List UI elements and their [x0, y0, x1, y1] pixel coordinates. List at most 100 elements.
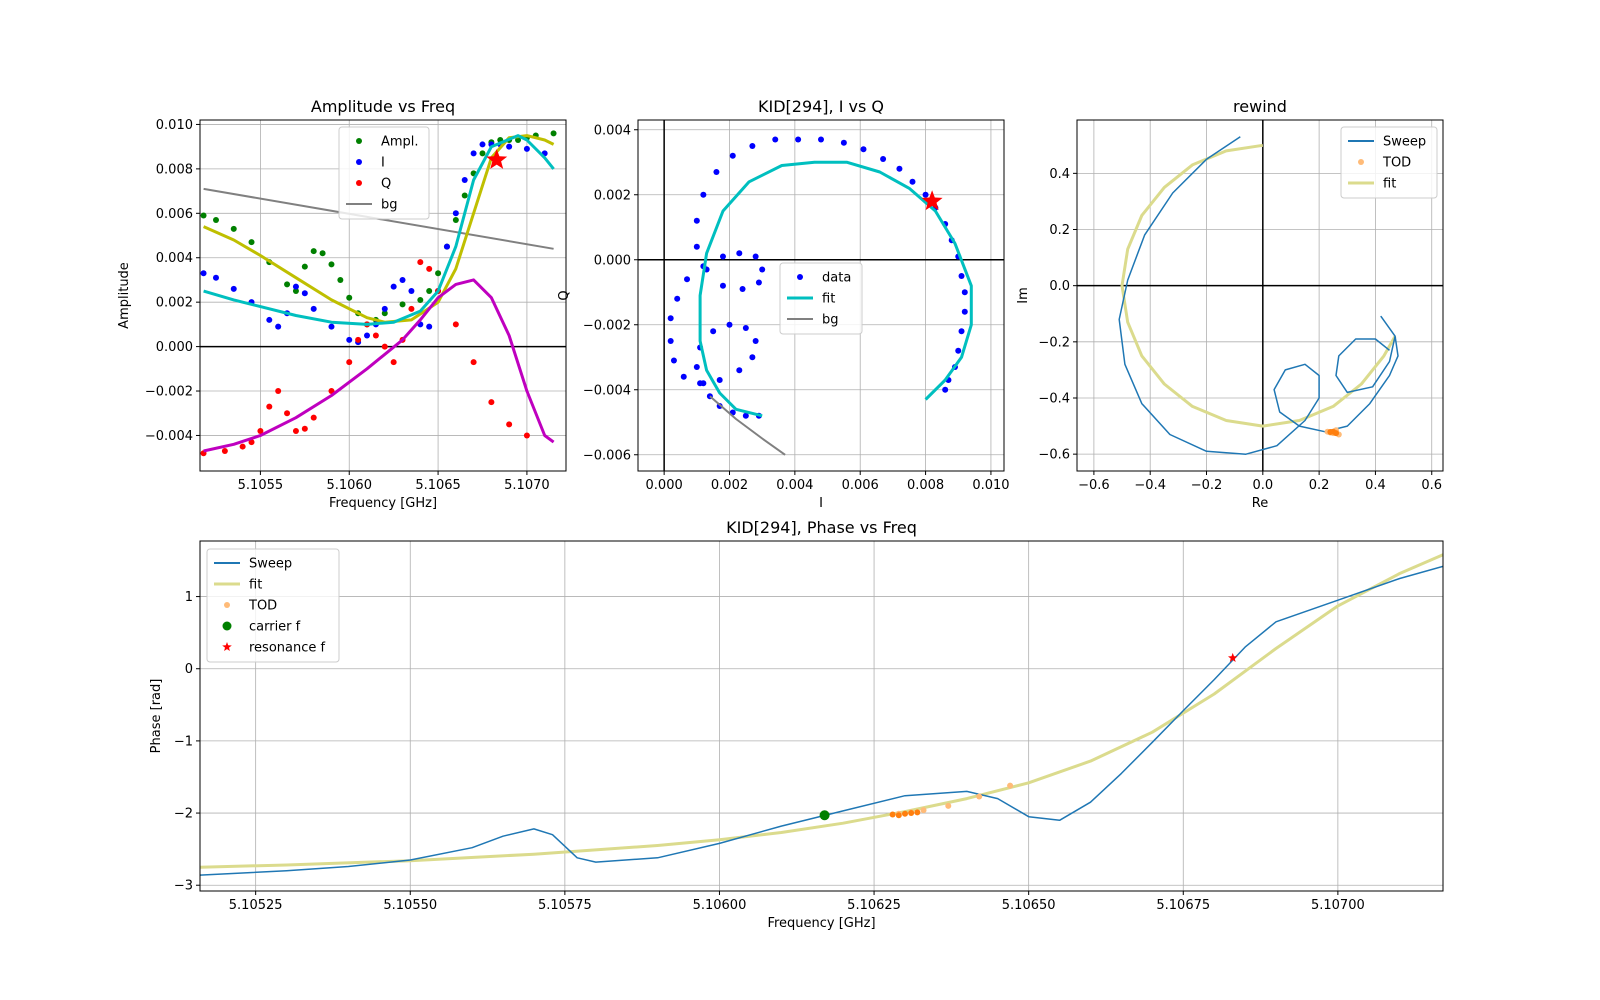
data-point [452, 321, 459, 328]
data-point [239, 443, 246, 450]
data-point [736, 250, 743, 257]
legend-label: fit [1383, 177, 1396, 192]
data-point [693, 243, 700, 250]
data-point [248, 439, 255, 446]
data-point [908, 810, 915, 817]
data-point [284, 281, 291, 288]
legend-swatch [224, 602, 230, 608]
data-point [920, 807, 927, 814]
data-point [909, 178, 916, 185]
data-point [346, 294, 353, 301]
data-point [506, 421, 513, 428]
y-tick-label: −2 [174, 807, 193, 822]
x-tick-label: 0.004 [776, 478, 813, 493]
legend-swatch [356, 159, 362, 165]
data-point [752, 338, 759, 344]
y-tick-label: 0.004 [594, 123, 631, 138]
data-point [693, 364, 700, 370]
data-point [417, 296, 424, 303]
data-point [417, 259, 424, 266]
data-point [284, 410, 291, 417]
y-axis-label: Phase [rad] [149, 679, 164, 754]
x-tick-label: 5.10575 [538, 898, 592, 913]
data-point [680, 373, 687, 380]
data-point [461, 176, 468, 183]
data-point [670, 357, 677, 364]
data-point [729, 152, 736, 159]
y-tick-label: 0 [185, 662, 193, 677]
y-tick-label: 0.4 [1049, 167, 1070, 182]
data-point [684, 276, 691, 283]
series-line [1118, 136, 1399, 455]
x-tick-label: 5.10550 [383, 898, 437, 913]
y-tick-label: 0.004 [156, 251, 193, 266]
data-point [749, 143, 756, 149]
data-point [230, 285, 237, 292]
x-tick-label: −0.4 [1134, 478, 1166, 493]
phase-plot-area [200, 553, 1443, 876]
data-point [426, 323, 433, 330]
data-point [212, 216, 219, 223]
data-point [337, 276, 344, 283]
data-point [550, 130, 557, 137]
legend-label: Sweep [1383, 135, 1426, 150]
data-point [292, 428, 299, 435]
legend-box [779, 262, 863, 335]
data-point [399, 301, 406, 308]
y-tick-label: 0.008 [156, 162, 193, 177]
data-point [381, 310, 388, 317]
x-tick-label: 5.10525 [229, 898, 283, 913]
x-tick-label: 0.006 [842, 478, 879, 493]
y-axis-label: Q [557, 290, 572, 300]
chart-title: KID[294], I vs Q [758, 97, 884, 116]
data-point [381, 305, 388, 312]
carrier-marker [819, 810, 830, 821]
data-point [896, 165, 903, 172]
data-point [310, 414, 317, 421]
legend-swatch [222, 642, 232, 651]
data-point [310, 305, 317, 312]
phase-chart: 5.10525 5.10550 5.10575 5.10600 5.10625 5.106… [149, 518, 1444, 931]
data-point [328, 323, 335, 330]
data-point [301, 263, 308, 270]
data-point [200, 212, 207, 219]
data-point [408, 305, 415, 312]
y-tick-label: 1 [185, 590, 193, 605]
x-tick-label: 5.10675 [1156, 898, 1210, 913]
data-point [961, 308, 968, 315]
data-point [693, 217, 700, 224]
data-point [523, 145, 530, 152]
y-tick-label: 0.0 [1049, 279, 1070, 294]
legend-label: resonance f [249, 641, 326, 656]
data-point [230, 225, 237, 232]
y-tick-label: 0.002 [156, 296, 193, 311]
legend-label: fit [822, 292, 835, 307]
legend-label: Sweep [249, 557, 292, 572]
data-point [736, 367, 743, 374]
x-tick-label: 5.1065 [415, 478, 461, 493]
y-tick-label: 0.000 [594, 253, 631, 268]
data-point [772, 136, 779, 143]
x-tick-label: 5.1070 [504, 478, 550, 493]
y-tick-label: −0.6 [1038, 448, 1070, 463]
resonance-marker [486, 149, 508, 169]
legend-swatch [797, 274, 803, 280]
iq-legend: data fit bg [779, 262, 863, 335]
x-tick-label: 5.10600 [693, 898, 747, 913]
legend-label: TOD [1382, 156, 1411, 171]
y-tick-label: −0.004 [583, 383, 631, 398]
data-point [390, 359, 397, 366]
data-point [346, 336, 353, 343]
y-tick-label: 0.002 [594, 188, 631, 203]
y-tick-label: −3 [174, 879, 193, 894]
data-point [1007, 782, 1014, 789]
x-tick-label: 0.010 [972, 478, 1009, 493]
chart-title: KID[294], Phase vs Freq [726, 518, 917, 537]
data-point [408, 288, 415, 295]
data-point [818, 136, 824, 143]
data-point [719, 282, 726, 289]
data-point [752, 253, 759, 260]
y-tick-label: −0.2 [1038, 335, 1070, 350]
chart-title: Amplitude vs Freq [311, 97, 455, 116]
